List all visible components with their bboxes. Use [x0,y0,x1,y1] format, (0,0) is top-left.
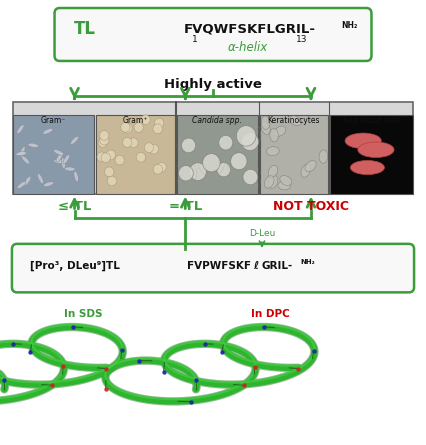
Text: TL: TL [74,20,96,38]
Ellipse shape [350,161,384,175]
Ellipse shape [305,161,316,172]
Text: GRIL-: GRIL- [262,261,293,271]
Ellipse shape [358,142,394,158]
Text: Red blood cells: Red blood cells [343,116,400,125]
Bar [177,115,258,194]
Circle shape [230,153,247,170]
Text: [Pro³, DLeu⁹]TL: [Pro³, DLeu⁹]TL [30,261,120,271]
Bar [13,115,94,194]
Text: Gram⁺: Gram⁺ [123,116,148,125]
Circle shape [121,122,130,132]
Circle shape [219,135,233,150]
Ellipse shape [63,154,70,164]
Ellipse shape [278,181,291,190]
Ellipse shape [16,152,26,156]
Ellipse shape [319,150,328,163]
Circle shape [106,150,115,160]
Text: Gram⁻: Gram⁻ [40,116,66,125]
Ellipse shape [43,129,53,134]
Text: In DPC: In DPC [251,309,290,319]
Circle shape [181,138,196,153]
Bar [96,115,175,194]
Text: FVQWFSKFLGRIL-: FVQWFSKFLGRIL- [184,23,316,36]
FancyBboxPatch shape [12,244,414,292]
Circle shape [136,152,146,162]
Circle shape [242,133,259,151]
Circle shape [153,164,163,174]
Ellipse shape [261,121,270,134]
Ellipse shape [270,129,278,142]
Text: ℓ: ℓ [253,261,259,271]
Circle shape [178,166,193,181]
Circle shape [149,144,158,154]
Ellipse shape [43,182,54,187]
FancyBboxPatch shape [55,8,371,61]
Ellipse shape [54,150,63,155]
Ellipse shape [65,167,75,171]
Ellipse shape [280,175,292,186]
Circle shape [243,169,258,185]
Ellipse shape [267,147,279,156]
Text: D-Leu: D-Leu [249,229,275,238]
Circle shape [157,162,166,172]
Ellipse shape [54,159,64,163]
Text: NH₂: NH₂ [300,259,315,265]
Bar [13,102,413,194]
Circle shape [100,130,109,140]
Text: FVPWFSKF: FVPWFSKF [187,261,251,271]
Ellipse shape [71,136,79,145]
Circle shape [190,163,206,181]
Circle shape [129,138,138,148]
Ellipse shape [74,171,78,182]
Circle shape [153,124,162,134]
Circle shape [101,153,110,162]
Text: α-helix: α-helix [227,40,268,54]
Text: 1: 1 [193,35,198,44]
Ellipse shape [17,125,24,134]
Circle shape [155,118,164,128]
Ellipse shape [61,158,65,169]
Text: Highly active: Highly active [164,78,262,91]
Circle shape [107,176,117,186]
Ellipse shape [56,153,63,162]
Ellipse shape [301,165,310,177]
Circle shape [97,152,106,162]
Ellipse shape [22,156,30,164]
Ellipse shape [274,126,286,136]
Ellipse shape [20,146,25,157]
Ellipse shape [17,181,26,189]
Text: Candida spp.: Candida spp. [192,116,242,125]
Bar [260,115,328,194]
Circle shape [144,143,154,153]
Text: Keratinocytes: Keratinocytes [268,116,320,125]
Circle shape [217,162,230,177]
Circle shape [104,167,114,177]
Ellipse shape [28,143,38,147]
Circle shape [236,125,256,146]
Ellipse shape [24,176,31,186]
Ellipse shape [268,176,278,188]
Text: NOT TOXIC: NOT TOXIC [273,200,349,214]
Ellipse shape [268,165,278,178]
Ellipse shape [261,116,270,129]
Bar [330,115,413,194]
Circle shape [98,138,107,147]
Text: = TL: = TL [169,200,202,214]
Text: NH₂: NH₂ [341,21,358,30]
Circle shape [123,123,132,133]
Circle shape [115,155,124,165]
Ellipse shape [37,174,43,184]
Text: 13: 13 [296,35,308,44]
Text: ≤ TL: ≤ TL [58,200,91,214]
Ellipse shape [265,176,274,188]
Circle shape [134,122,144,132]
Ellipse shape [290,116,302,125]
Circle shape [123,138,132,147]
Circle shape [100,135,109,145]
Circle shape [141,115,150,125]
Circle shape [203,154,220,172]
Ellipse shape [345,133,381,149]
Text: In SDS: In SDS [64,309,102,319]
